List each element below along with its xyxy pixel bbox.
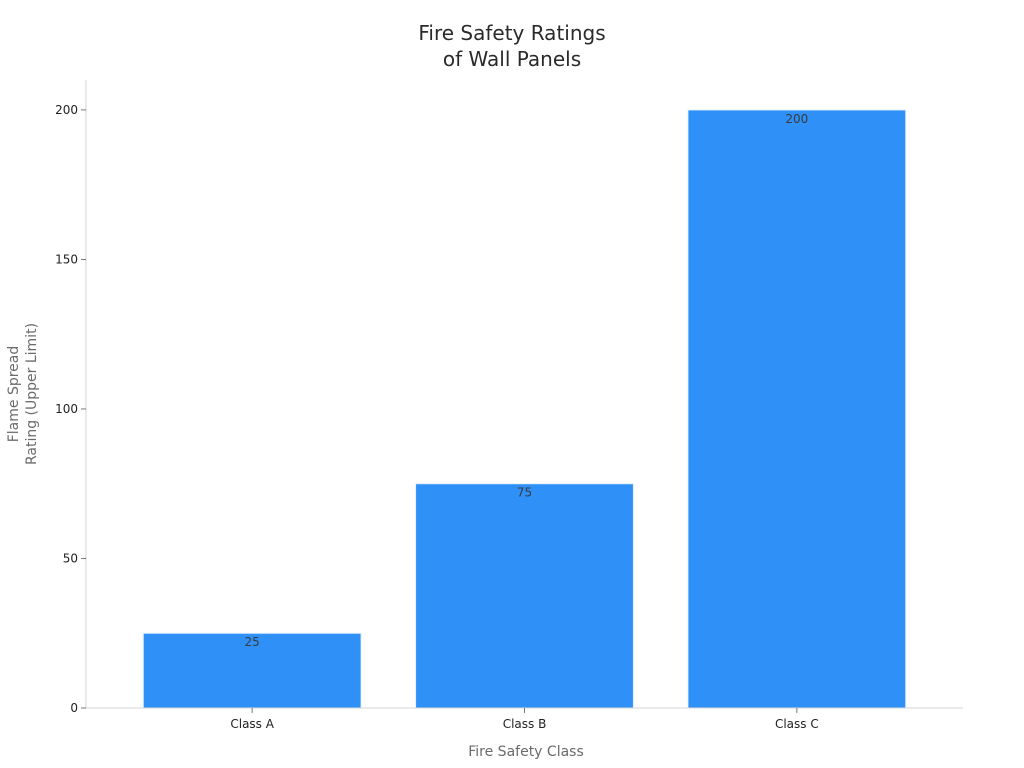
y-tick-label: 0 [70,701,78,715]
x-tick-label: Class A [230,717,274,731]
plot-area: 25 75 200 [142,109,907,709]
data-label-class-c: 200 [785,112,808,126]
data-label-class-b: 75 [517,486,532,500]
y-axis-label: Flame Spread Rating (Upper Limit) [6,323,40,465]
y-tick-label: 200 [55,103,78,117]
y-axis-ticks: 0 50 100 150 200 [55,103,86,715]
x-axis-label: Fire Safety Class [468,744,584,760]
y-axis-label-line-1: Flame Spread [6,346,22,443]
y-axis-label-line-2: Rating (Upper Limit) [24,323,40,465]
x-tick-label: Class B [503,717,547,731]
y-tick-label: 50 [63,551,78,565]
y-tick-label: 150 [55,252,78,266]
bar-class-a [142,632,362,709]
x-axis-ticks: Class A Class B Class C [230,708,819,731]
x-tick-label: Class C [775,717,819,731]
bar-class-b [415,483,634,709]
chart-title-line-2: of Wall Panels [443,47,581,71]
data-label-class-a: 25 [245,635,260,649]
bar-class-c [687,109,907,709]
y-tick-label: 100 [55,402,78,416]
chart-title-line-1: Fire Safety Ratings [418,21,605,45]
